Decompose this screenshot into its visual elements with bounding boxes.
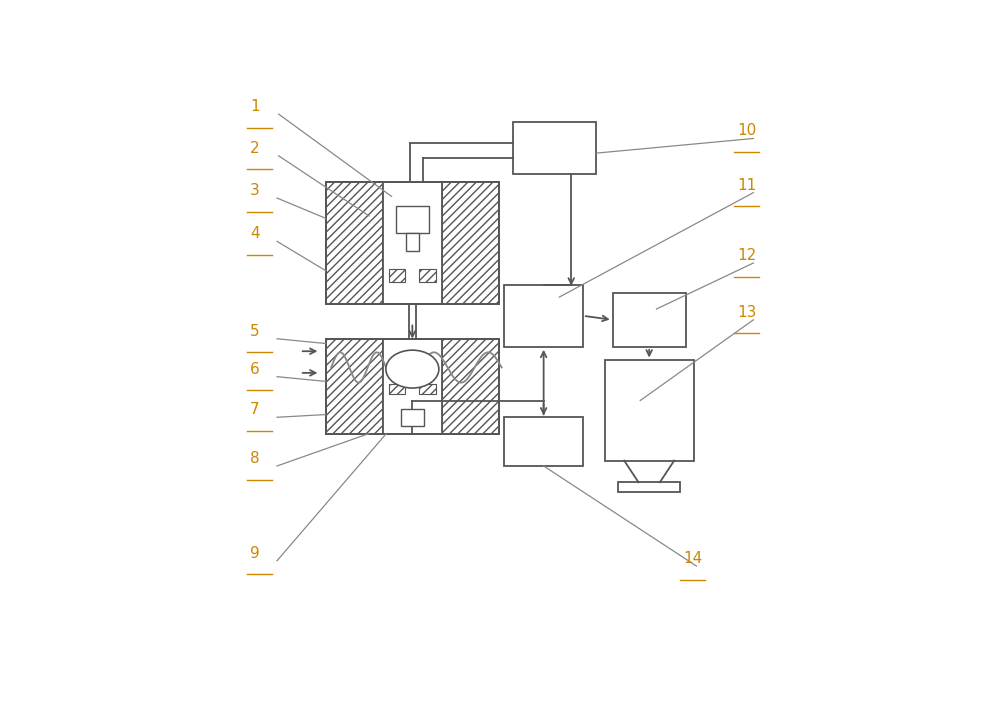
- Text: 14: 14: [683, 551, 702, 566]
- Text: 1: 1: [250, 99, 260, 114]
- Bar: [504, 418, 583, 466]
- Ellipse shape: [386, 350, 439, 388]
- Text: 9: 9: [250, 546, 260, 561]
- Bar: [504, 285, 583, 347]
- Bar: [389, 385, 405, 394]
- Text: 6: 6: [250, 361, 260, 377]
- Bar: [389, 269, 405, 282]
- Bar: [396, 206, 429, 233]
- Bar: [419, 269, 436, 282]
- Bar: [605, 361, 694, 460]
- Bar: [442, 182, 499, 304]
- Bar: [512, 122, 596, 174]
- Bar: [401, 409, 424, 426]
- Bar: [326, 339, 383, 434]
- Bar: [383, 182, 442, 304]
- Text: 8: 8: [250, 451, 260, 466]
- Text: 4: 4: [250, 226, 260, 241]
- Bar: [613, 292, 686, 347]
- Text: 7: 7: [250, 402, 260, 418]
- Text: 3: 3: [250, 183, 260, 198]
- Bar: [406, 233, 419, 251]
- Text: 11: 11: [737, 178, 756, 193]
- Bar: [419, 385, 436, 394]
- Bar: [618, 482, 680, 492]
- Text: 2: 2: [250, 141, 260, 156]
- Text: 13: 13: [737, 305, 757, 320]
- Bar: [383, 339, 442, 434]
- Text: 5: 5: [250, 324, 260, 339]
- Bar: [326, 182, 383, 304]
- Bar: [326, 182, 499, 304]
- Text: 10: 10: [737, 124, 756, 138]
- Bar: [442, 339, 499, 434]
- Bar: [326, 339, 499, 434]
- Text: 12: 12: [737, 248, 756, 263]
